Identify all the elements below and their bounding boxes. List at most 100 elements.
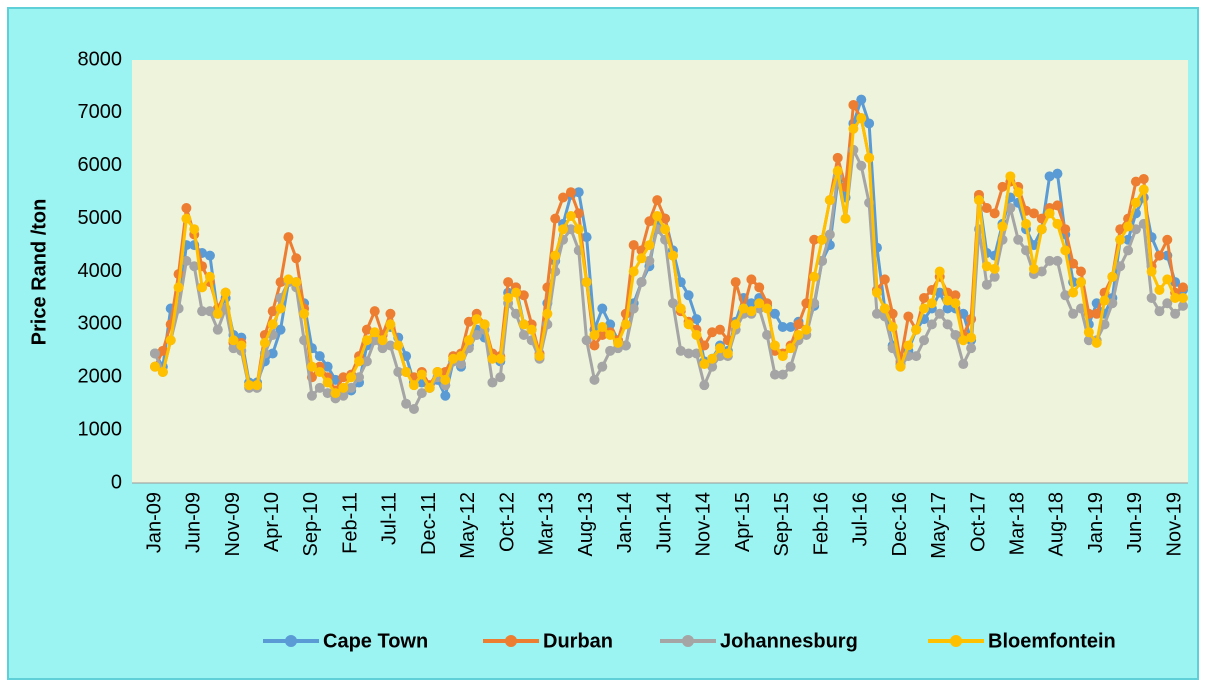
x-tick-label: Sep-10: [300, 492, 322, 557]
data-point: [1028, 263, 1039, 274]
data-point: [385, 340, 396, 351]
data-point: [887, 308, 898, 319]
x-tick-label: Aug-13: [575, 492, 597, 557]
data-point: [377, 343, 388, 354]
data-point: [1123, 221, 1134, 232]
legend-label: Johannesburg: [720, 630, 858, 652]
data-point: [997, 181, 1008, 192]
data-point: [573, 224, 584, 235]
data-point: [1162, 274, 1173, 285]
x-tick-label: Aug-18: [1046, 492, 1068, 557]
data-point: [1091, 337, 1102, 348]
data-point: [1021, 245, 1032, 256]
data-point: [408, 403, 419, 414]
data-point: [644, 255, 655, 266]
data-point: [1052, 168, 1063, 179]
data-point: [542, 308, 553, 319]
data-point: [503, 277, 514, 288]
data-point: [228, 343, 239, 354]
data-point: [738, 303, 749, 314]
data-point: [416, 369, 427, 380]
data-point: [267, 319, 278, 330]
data-point: [699, 380, 710, 391]
data-point: [636, 253, 647, 264]
x-tick-label: Jun-19: [1124, 492, 1146, 553]
data-point: [189, 224, 200, 235]
data-point: [416, 388, 427, 399]
data-point: [550, 250, 561, 261]
data-point: [981, 279, 992, 290]
data-point: [1083, 327, 1094, 338]
y-tick-label: 7000: [78, 101, 123, 123]
legend-marker: [505, 635, 517, 647]
data-point: [605, 319, 616, 330]
data-point: [1130, 224, 1141, 235]
data-point: [1052, 200, 1063, 211]
data-point: [793, 329, 804, 340]
data-point: [573, 187, 584, 198]
data-point: [628, 303, 639, 314]
data-point: [1075, 266, 1086, 277]
data-point: [903, 340, 914, 351]
data-point: [730, 277, 741, 288]
data-point: [1036, 224, 1047, 235]
data-point: [691, 329, 702, 340]
data-point: [1154, 306, 1165, 317]
data-point: [377, 335, 388, 346]
data-point: [989, 208, 1000, 219]
data-point: [204, 271, 215, 282]
data-point: [1170, 308, 1181, 319]
data-point: [1075, 277, 1086, 288]
data-point: [518, 319, 529, 330]
data-point: [715, 343, 726, 354]
data-point: [181, 203, 192, 214]
data-point: [197, 282, 208, 293]
data-point: [338, 390, 349, 401]
data-point: [1013, 234, 1024, 245]
data-point: [1091, 308, 1102, 319]
x-tick-label: Jan-09: [143, 492, 165, 553]
data-point: [973, 195, 984, 206]
data-point: [440, 390, 451, 401]
data-point: [754, 298, 765, 309]
data-point: [667, 250, 678, 261]
data-point: [330, 388, 341, 399]
data-point: [173, 282, 184, 293]
data-point: [573, 208, 584, 219]
data-point: [197, 306, 208, 317]
data-point: [715, 324, 726, 335]
data-point: [832, 152, 843, 163]
data-point: [283, 274, 294, 285]
legend-marker: [950, 635, 962, 647]
data-point: [856, 113, 867, 124]
data-point: [157, 345, 168, 356]
x-tick-label: Oct-12: [496, 492, 518, 552]
data-point: [1005, 171, 1016, 182]
data-point: [361, 335, 372, 346]
data-point: [1060, 245, 1071, 256]
y-tick-label: 1000: [78, 418, 123, 440]
data-point: [581, 335, 592, 346]
data-point: [754, 282, 765, 293]
y-tick-label: 4000: [78, 260, 123, 282]
data-point: [1154, 250, 1165, 261]
data-point: [322, 361, 333, 372]
x-tick-label: Dec-11: [418, 492, 440, 555]
data-point: [275, 277, 286, 288]
data-point: [1044, 255, 1055, 266]
y-tick-label: 5000: [78, 207, 123, 229]
data-point: [369, 335, 380, 346]
data-point: [864, 152, 875, 163]
data-point: [181, 255, 192, 266]
data-point: [848, 99, 859, 110]
y-tick-label: 6000: [78, 154, 123, 176]
data-point: [401, 366, 412, 377]
data-point: [165, 335, 176, 346]
legend-marker: [285, 635, 297, 647]
x-tick-label: Feb-11: [339, 492, 361, 554]
data-point: [1115, 224, 1126, 235]
data-point: [903, 311, 914, 322]
data-point: [785, 361, 796, 372]
data-point: [848, 123, 859, 134]
data-point: [911, 351, 922, 362]
